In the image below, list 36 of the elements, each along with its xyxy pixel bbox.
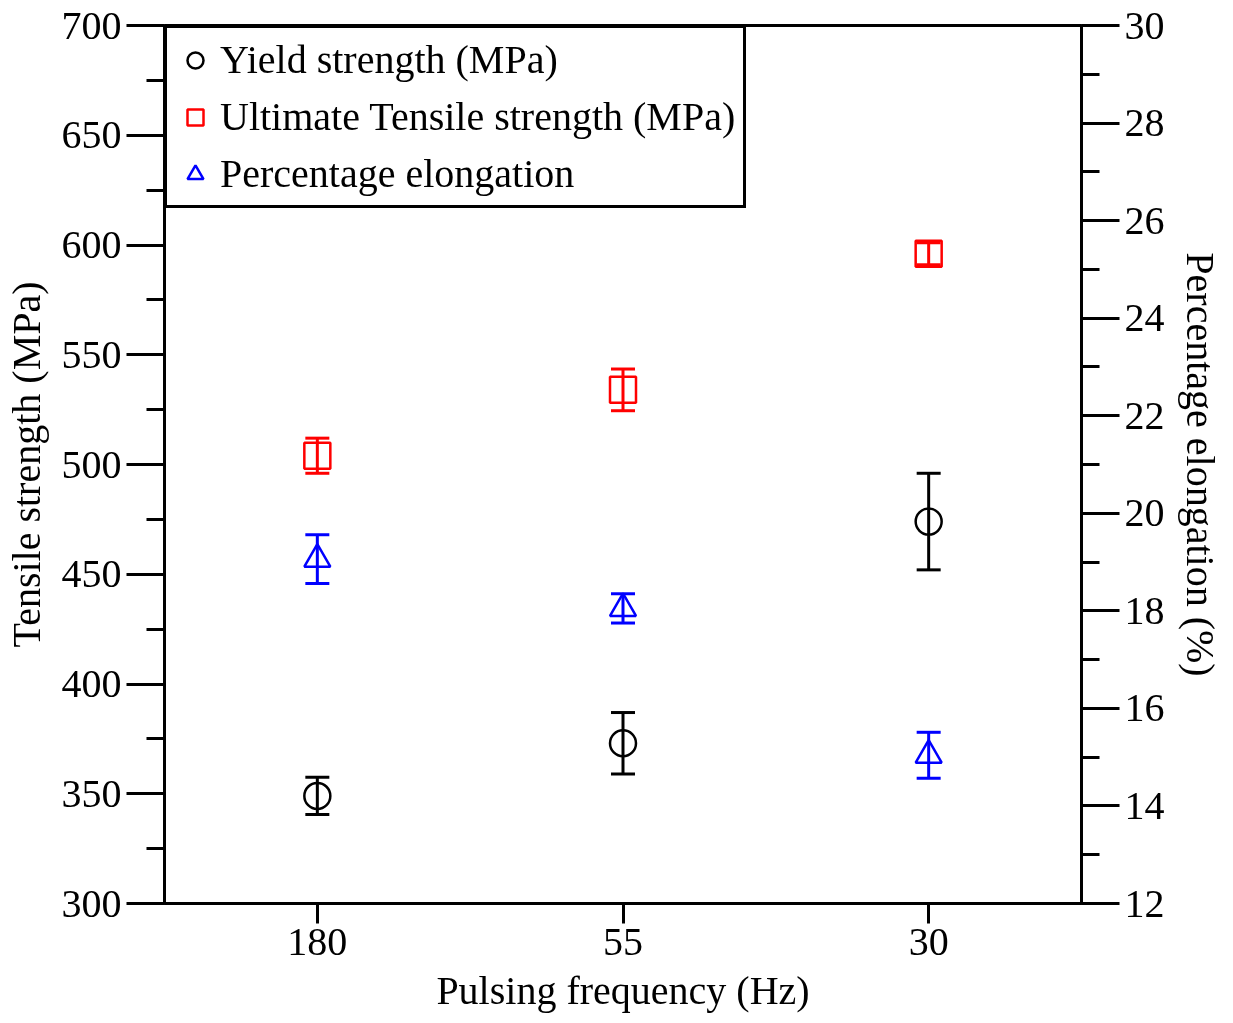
x-axis-title: Pulsing frequency (Hz) xyxy=(436,967,810,1013)
y2-tick-label: 26 xyxy=(1124,197,1165,243)
legend-label: Ultimate Tensile strength (MPa) xyxy=(220,93,736,140)
y-tick-label: 550 xyxy=(61,331,122,377)
y-axis-title: Tensile strength (MPa) xyxy=(3,281,49,648)
y-tick-label: 700 xyxy=(61,2,122,48)
point xyxy=(303,542,332,568)
point xyxy=(608,592,638,618)
point xyxy=(303,441,332,470)
y-tick-label: 400 xyxy=(61,661,122,706)
legend-label: Yield strength (MPa) xyxy=(220,36,558,83)
y2-tick-label: 30 xyxy=(1124,2,1165,48)
y-tick-label: 600 xyxy=(61,222,122,267)
y-tick-label: 650 xyxy=(61,112,122,158)
point xyxy=(914,738,943,764)
y2-tick-label: 18 xyxy=(1124,587,1165,633)
y2-tick-label: 16 xyxy=(1124,685,1165,731)
y-tick-label: 300 xyxy=(61,880,122,926)
y2-tick-label: 28 xyxy=(1124,100,1165,146)
y2-axis-title: Percentage elongation (%) xyxy=(1177,252,1223,677)
y2-tick-label: 24 xyxy=(1124,295,1165,341)
x-tick-label: 30 xyxy=(908,918,949,964)
y-tick-label: 500 xyxy=(61,441,122,487)
y2-tick-label: 20 xyxy=(1124,490,1165,536)
y2-tick-label: 22 xyxy=(1124,392,1165,438)
point xyxy=(303,781,332,811)
y2-tick-label: 12 xyxy=(1124,880,1165,926)
y-tick-label: 350 xyxy=(61,770,122,816)
y2-tick-label: 14 xyxy=(1124,782,1165,828)
legend-label: Percentage elongation xyxy=(220,150,575,197)
x-tick-label: 180 xyxy=(287,918,348,964)
x-tick-label: 55 xyxy=(603,918,643,964)
point xyxy=(608,729,638,758)
point xyxy=(608,375,638,405)
point xyxy=(914,507,943,536)
y-tick-label: 450 xyxy=(61,551,122,597)
